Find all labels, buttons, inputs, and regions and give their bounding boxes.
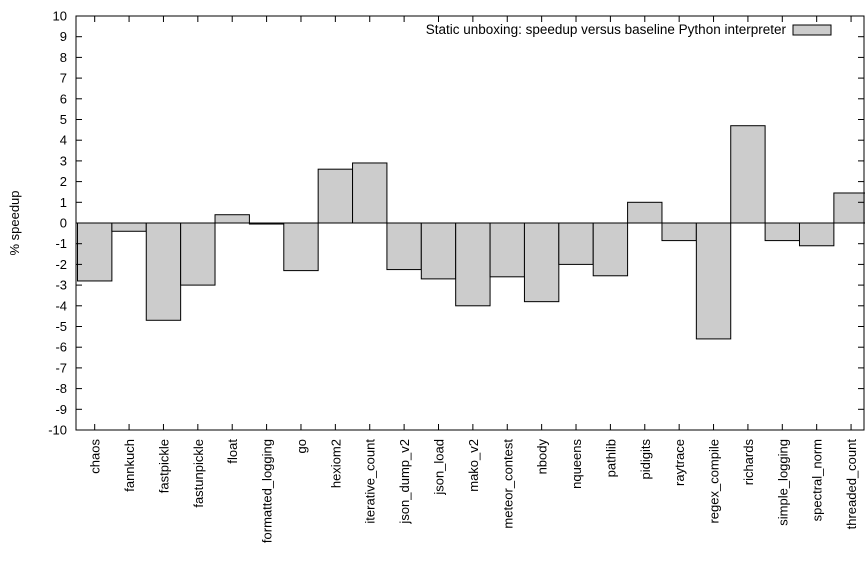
bar-nbody	[523, 222, 560, 303]
x-tick-label: nqueens	[569, 439, 584, 489]
y-tick-label: -3	[55, 278, 67, 293]
y-tick-label: 0	[60, 216, 67, 231]
x-tick-label: fastpickle	[156, 439, 171, 493]
bar-fastpickle	[145, 222, 182, 321]
y-tick-label: 1	[60, 195, 67, 210]
legend-swatch	[792, 24, 832, 36]
bar-pathlib	[592, 222, 629, 277]
bar-json_dump_v2	[386, 222, 422, 271]
x-tick-label: iterative_count	[363, 439, 378, 524]
x-tick-label: pidigits	[638, 439, 653, 480]
y-tick-label: -7	[55, 360, 67, 375]
legend: Static unboxing: speedup versus baseline…	[426, 22, 832, 37]
bars-layer	[77, 125, 865, 340]
y-tick-label: -9	[55, 402, 67, 417]
x-tick-label: richards	[741, 439, 756, 486]
y-tick-label: -6	[55, 340, 67, 355]
y-tick-label: -10	[48, 423, 67, 438]
x-tick-label: fastunpickle	[191, 439, 206, 508]
x-tick-label: go	[294, 439, 309, 453]
bar-mako_v2	[455, 222, 491, 307]
y-tick-label: -8	[55, 381, 67, 396]
x-tick-label: formatted_logging	[260, 439, 275, 543]
x-tick-label: regex_compile	[707, 439, 722, 524]
bar-threaded_count	[833, 192, 865, 224]
bar-pidigits	[627, 201, 663, 224]
y-tick-label: 8	[60, 50, 67, 65]
x-tick-label: float	[225, 439, 240, 464]
y-tick-label: 3	[60, 153, 67, 168]
x-tick-label: fannkuch	[122, 439, 137, 492]
legend-label: Static unboxing: speedup versus baseline…	[426, 22, 787, 37]
y-tick-label: -4	[55, 298, 67, 313]
x-tick-label: raytrace	[672, 439, 687, 486]
bar-regex_compile	[695, 222, 732, 340]
y-axis-label: % speedup	[7, 190, 22, 255]
x-tick-label: hexiom2	[328, 439, 343, 488]
bar-richards	[730, 125, 766, 224]
bar-json_load	[420, 222, 457, 280]
bar-simple_logging	[764, 222, 800, 242]
bar-spectral_norm	[798, 222, 835, 247]
x-axis: chaos fannkuch fastpickle fastunpickle float…	[88, 16, 859, 543]
x-tick-label: json_dump_v2	[397, 439, 412, 525]
x-tick-label: threaded_count	[844, 439, 859, 530]
bar-fastunpickle	[180, 222, 216, 286]
y-tick-label: 9	[60, 29, 67, 44]
bar-iterative_count	[352, 162, 388, 224]
y-tick-label: -2	[55, 257, 67, 272]
y-tick-label: 4	[60, 133, 67, 148]
y-tick-label: -5	[55, 319, 67, 334]
bar-raytrace	[661, 222, 697, 242]
bar-meteor_contest	[489, 222, 525, 278]
y-tick-label: 2	[60, 174, 67, 189]
x-tick-label: pathlib	[603, 439, 618, 477]
bar-float	[214, 214, 250, 224]
x-tick-label: spectral_norm	[810, 439, 825, 521]
y-tick-label: 6	[60, 91, 67, 106]
x-tick-label: chaos	[88, 439, 103, 474]
x-tick-label: mako_v2	[466, 439, 481, 492]
bar-chaos	[77, 222, 113, 282]
x-tick-label: nbody	[535, 439, 550, 475]
bar-go	[283, 222, 319, 272]
y-tick-label: 5	[60, 112, 67, 127]
bar-nqueens	[558, 222, 594, 265]
y-tick-label: -1	[55, 236, 67, 251]
bar-fannkuch	[111, 222, 147, 232]
bar-hexiom2	[317, 168, 354, 224]
x-tick-label: json_load	[431, 439, 446, 496]
y-tick-label: 7	[60, 71, 67, 86]
x-tick-label: meteor_contest	[500, 439, 515, 529]
y-tick-label: 10	[53, 9, 67, 24]
x-tick-label: simple_logging	[775, 439, 790, 526]
